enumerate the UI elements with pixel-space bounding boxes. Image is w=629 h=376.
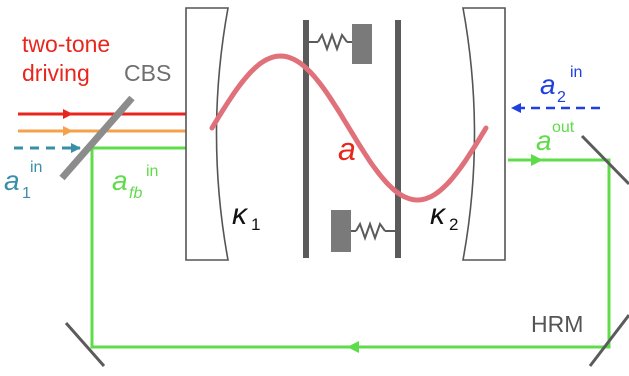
spring-icon-bottom — [331, 210, 395, 252]
mass-bottom — [331, 210, 351, 252]
a2-in-sub: 2 — [557, 89, 566, 106]
kappa1-sub: 1 — [251, 215, 260, 234]
mirror-icon-bottom-right — [588, 314, 629, 367]
spring-icon-top — [309, 24, 372, 64]
aout-sup: out — [552, 119, 575, 136]
cavity-mode-wave — [209, 53, 489, 203]
a1-in-label: a — [4, 165, 20, 196]
a1-in-sub: 1 — [22, 185, 31, 202]
mirror-icon-bottom-left — [64, 322, 106, 367]
afb-in-label: a — [112, 165, 128, 196]
hrm-label: HRM — [531, 311, 583, 337]
mode-a-label: a — [338, 131, 356, 167]
a2-in-label: a — [540, 69, 556, 100]
aout-label: a — [536, 125, 552, 156]
cbs-label: CBS — [124, 60, 171, 86]
kappa1-label: κ — [232, 198, 249, 231]
membrane-left — [303, 20, 309, 258]
mirror-icon-top-right — [580, 134, 629, 186]
two-tone-label: two-tone — [22, 31, 110, 57]
kappa2-sub: 2 — [449, 215, 458, 234]
afb-in-sup: in — [146, 163, 158, 180]
driving-label: driving — [22, 60, 90, 86]
beam-splitter-icon — [59, 95, 135, 181]
a2-in-sup: in — [570, 64, 582, 81]
cavity-mirror-left — [185, 7, 229, 261]
afb-in-sub: fb — [129, 185, 142, 202]
a1-in-sup: in — [30, 159, 42, 176]
membrane-right — [395, 20, 401, 258]
mass-top — [352, 24, 372, 64]
kappa2-label: κ — [430, 198, 447, 231]
